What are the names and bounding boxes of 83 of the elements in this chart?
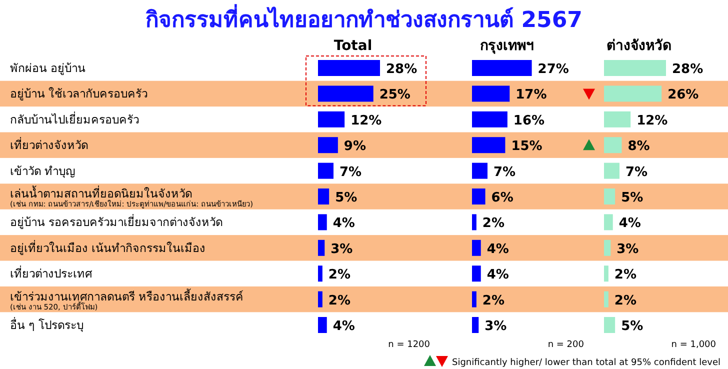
data-label: 7% (626, 164, 648, 180)
data-label: 16% (513, 113, 545, 128)
data-label: 2% (328, 293, 351, 308)
data-label: 7% (494, 164, 516, 180)
y-tick-label: พักผ่อน อยู่บ้าน (10, 61, 86, 75)
bar (318, 291, 322, 308)
bar (472, 60, 532, 76)
text: n = 1200 (388, 340, 430, 350)
text: n = 1,000 (671, 340, 716, 350)
data-label: 4% (332, 319, 355, 334)
data-label: 17% (516, 88, 547, 103)
text: n = 200 (548, 340, 584, 350)
bar (318, 60, 380, 76)
data-label: 26% (668, 88, 699, 103)
y-tick-label: อยู่บ้าน ใช้เวลากับครอบครัว (10, 86, 148, 101)
data-label: 4% (618, 216, 641, 232)
data-label: 3% (484, 319, 507, 334)
bar (318, 240, 325, 256)
data-label: 28% (672, 62, 704, 77)
data-label: 12% (350, 113, 382, 128)
data-label: 5% (621, 190, 644, 206)
data-label: 2% (614, 293, 637, 308)
bar (604, 60, 666, 76)
bar (472, 86, 510, 102)
bar (318, 111, 345, 128)
data-label: 15% (511, 139, 542, 154)
data-label: 12% (636, 113, 668, 128)
bar (604, 137, 622, 154)
bar (472, 240, 481, 256)
bar (472, 162, 488, 179)
series-label: กรุงเทพฯ (480, 38, 534, 54)
text: Significantly higher/ lower than total at 95% confident level (452, 358, 720, 368)
y-tick-label: เข้าวัด ทำบุญ (10, 164, 76, 178)
data-label: 2% (482, 293, 505, 308)
data-label: 7% (340, 164, 362, 180)
data-label: 5% (335, 190, 358, 206)
data-label: 28% (386, 62, 418, 77)
bar (472, 188, 486, 204)
bar (318, 86, 374, 102)
bar (318, 162, 334, 179)
bar (318, 317, 327, 333)
bar (604, 291, 608, 308)
bar (472, 317, 479, 333)
bar (318, 266, 322, 282)
bar (604, 214, 613, 230)
data-label: 3% (330, 242, 353, 257)
data-label: 4% (486, 268, 509, 283)
bar (604, 266, 608, 282)
series-label: ต่างจังหวัด (606, 38, 672, 54)
data-label: 2% (328, 268, 351, 283)
y-tick-label: เที่ยวต่างจังหวัด (10, 137, 88, 152)
bar (318, 188, 330, 204)
y-tick-label: เที่ยวต่างประเทศ (10, 266, 93, 281)
y-tick-label: อยู่บ้าน รอครอบครัวมาเยี่ยมจากต่างจังหวัด (10, 214, 223, 230)
bar (472, 111, 508, 128)
data-label: 5% (621, 319, 644, 334)
y-tick-label: อยู่เที่ยวในเมือง เน้นทำกิจกรรมในเมือง (10, 240, 206, 255)
bar (472, 214, 476, 230)
bar (604, 111, 631, 128)
bar (472, 291, 476, 308)
bar (318, 137, 338, 154)
data-label: 4% (332, 216, 355, 232)
data-label: 4% (486, 242, 509, 257)
series-label: Total (334, 38, 372, 54)
data-label: 6% (491, 190, 514, 206)
bar (604, 317, 616, 333)
y-tick-label: อื่น ๆ โปรดระบุ (10, 317, 84, 332)
bar (604, 86, 662, 102)
data-label: 2% (614, 268, 637, 283)
data-label: 2% (482, 216, 505, 232)
bar (318, 214, 327, 230)
data-label: 27% (538, 62, 569, 77)
data-label: 25% (379, 88, 410, 103)
bar (472, 137, 506, 154)
data-label: 8% (628, 139, 650, 154)
chart-title: กิจกรรมที่คนไทยอยากทำช่วงสงกรานต์ 2567 (146, 3, 582, 33)
data-label: 9% (344, 139, 366, 154)
y-tick-label: กลับบ้านไปเยี่ยมครอบครัว (10, 111, 139, 126)
bar (604, 240, 611, 256)
data-label: 3% (616, 242, 639, 257)
bar (604, 188, 616, 204)
bar (472, 266, 481, 282)
bar (604, 162, 620, 179)
